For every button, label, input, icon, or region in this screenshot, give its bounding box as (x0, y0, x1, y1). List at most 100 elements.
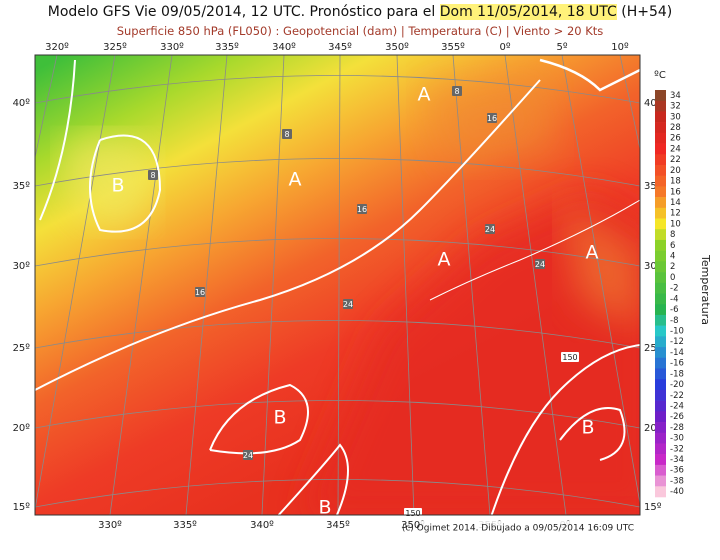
colorbar-unit: ºC (654, 70, 666, 81)
labels: 320º 325º 330º 335º 340º 345º 350º 355º 0º 5º 10º 3… (13, 42, 662, 534)
top-longitude: 350º (385, 42, 409, 53)
colorbar-label: 34 (670, 91, 681, 101)
colorbar-swatch (655, 239, 666, 251)
right-latitude: 15º (644, 502, 662, 513)
colorbar-label: -16 (670, 359, 684, 369)
colorbar-swatch (655, 218, 666, 230)
colorbar-label: 32 (670, 102, 681, 112)
colorbar-label: -10 (670, 326, 684, 336)
colorbar-label: -34 (670, 455, 684, 465)
colorbar-swatch (655, 464, 666, 476)
bottom-longitude: 330º (98, 520, 122, 531)
colorbar-swatch (655, 443, 666, 455)
colorbar-label: -14 (670, 348, 684, 358)
bottom-longitude: 335º (173, 520, 197, 531)
colorbar-label: -6 (670, 305, 678, 315)
colorbar-swatch (655, 368, 666, 380)
contour-label: 16 (195, 288, 205, 297)
colorbar-label: 22 (670, 155, 681, 165)
top-longitude: 0º (499, 42, 510, 53)
right-latitude: 30º (644, 261, 662, 272)
colorbar-swatch (655, 207, 666, 219)
meridian (504, 55, 567, 515)
meridian (452, 55, 491, 515)
contour-label: 24 (243, 451, 253, 460)
meridian (396, 55, 415, 515)
contour-label-box (487, 113, 497, 123)
graticule (35, 55, 640, 515)
colorbar-label: -28 (670, 423, 684, 433)
colorbar-label: -8 (670, 316, 678, 326)
contour-label: 16 (357, 205, 367, 214)
colorbar-label: -20 (670, 380, 684, 390)
meridian (109, 55, 173, 515)
isobars (35, 58, 640, 515)
contour-label: 16 (487, 114, 497, 123)
credit: (c) Ogimet 2014. Dibujado a 09/05/2014 1… (402, 524, 634, 534)
colorbar-label: 30 (670, 112, 681, 122)
colorbar-swatch (655, 454, 666, 466)
colorbar-swatch (655, 229, 666, 241)
colorbar-label: -38 (670, 476, 684, 486)
colorbar-swatch (655, 357, 666, 369)
contour-label: 24 (535, 260, 545, 269)
contour-label: 8 (454, 87, 459, 96)
top-longitude: 5º (556, 42, 567, 53)
colorbar-swatch (655, 100, 666, 112)
colorbar-label: -22 (670, 391, 684, 401)
colorbar-swatch (655, 197, 666, 209)
contour-label-box (243, 450, 253, 460)
contour-label-box (343, 299, 353, 309)
colorbar-swatch (655, 379, 666, 391)
contour-label-box (195, 287, 205, 297)
colorbar-label: 18 (670, 177, 681, 187)
title-highlight: Dom 11/05/2014, 18 UTC (439, 4, 617, 20)
colorbar-label: 12 (670, 209, 681, 219)
colorbar-swatch (655, 314, 666, 326)
colorbar-label: 0 (670, 273, 675, 283)
right-latitude: 25º (644, 343, 662, 354)
left-latitude: 20º (13, 423, 31, 434)
title: Modelo GFS Vie 09/05/2014, 12 UTC. Pronó… (0, 4, 720, 20)
right-latitude: 35º (644, 181, 662, 192)
contour-label-box (357, 204, 367, 214)
right-latitude: 40º (644, 98, 662, 109)
colorbar-swatch (655, 282, 666, 294)
colorbar-swatch (655, 132, 666, 144)
subtitle: Superficie 850 hPa (FL050) : Geopotencia… (116, 24, 604, 38)
colorbar-label: 4 (670, 252, 675, 262)
colorbar-label: 16 (670, 187, 681, 197)
colorbar-label: 28 (670, 123, 681, 133)
pressure-center: B (111, 175, 124, 197)
pressure-center: A (418, 84, 431, 106)
pressure-center: A (438, 249, 451, 271)
colorbar: ºC3432302826242220181614121086420-2-4-6-… (654, 70, 712, 498)
colorbar-swatch (655, 304, 666, 316)
contour-label-box (535, 259, 545, 269)
colorbar-label: -32 (670, 444, 684, 454)
colorbar-swatch (655, 389, 666, 401)
title-end: (H+54) (616, 4, 673, 20)
top-longitude: 330º (160, 42, 184, 53)
colorbar-swatch (655, 422, 666, 434)
contour-label: 150 (405, 509, 420, 518)
top-longitude: 355º (441, 42, 465, 53)
top-longitude: 320º (45, 42, 69, 53)
pressure-center: A (586, 242, 599, 264)
contour-label: 8 (284, 130, 289, 139)
right-latitude: 20º (644, 423, 662, 434)
left-latitude: 35º (13, 181, 31, 192)
colorbar-label: -12 (670, 337, 684, 347)
contour-label: 150 (562, 353, 577, 362)
pressure-center: B (581, 417, 594, 439)
colorbar-label: 10 (670, 219, 681, 229)
meridian (561, 55, 640, 506)
colorbar-label: -4 (670, 294, 678, 304)
title-start: Modelo GFS Vie 09/05/2014, 12 UTC. Pronó… (47, 4, 440, 20)
contour-label: 8 (150, 171, 155, 180)
left-latitude: 15º (13, 502, 31, 513)
colorbar-swatch (655, 111, 666, 123)
parallel (35, 238, 640, 267)
parallel (35, 75, 640, 104)
